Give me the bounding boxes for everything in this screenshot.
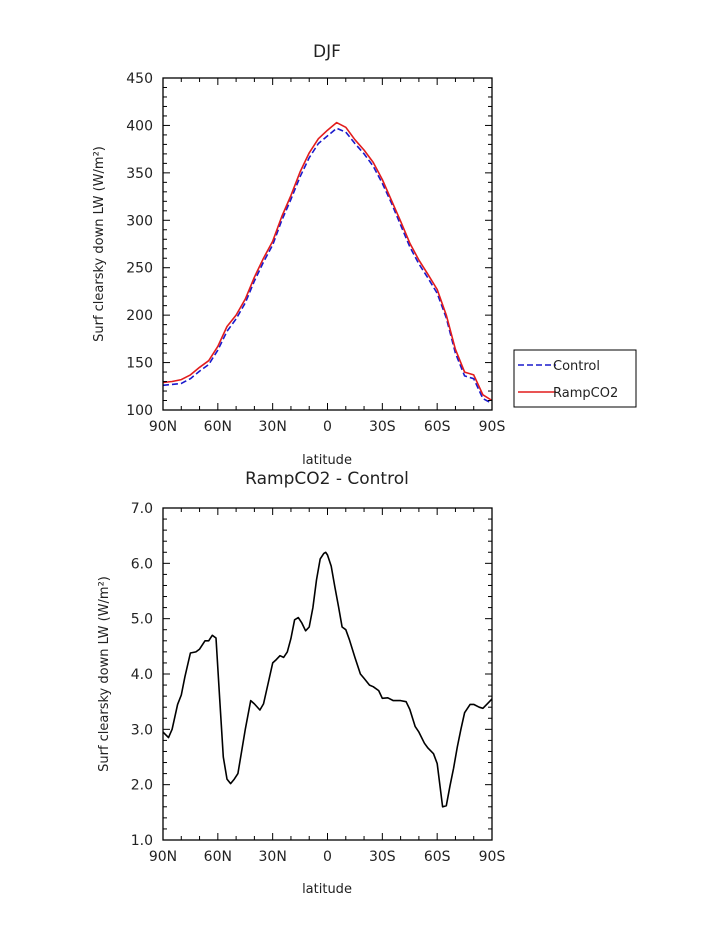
x-tick-label: 60S: [424, 849, 451, 865]
x-tick-label: 90S: [479, 849, 506, 865]
y-axis-label: Surf clearsky down LW (W/m²): [92, 146, 107, 342]
y-tick-label: 100: [126, 403, 153, 419]
x-tick-label: 60N: [204, 419, 232, 435]
axis-ticks: 90N 60N 30N 0 30S 60S 90S 100 150 200 250 300 350 400…: [126, 71, 505, 435]
y-tick-label: 7.0: [131, 501, 153, 517]
y-tick-label: 150: [126, 356, 153, 372]
y-tick-label: 300: [126, 213, 153, 229]
x-tick-label: 30S: [369, 849, 396, 865]
y-tick-label: 2.0: [131, 778, 153, 794]
axis-ticks: 90N 60N 30N 0 30S 60S 90S 1.0 2.0 3.0 4.0 5.0 6.0 7.0: [131, 501, 506, 865]
x-tick-label: 60S: [424, 419, 451, 435]
y-tick-label: 400: [126, 118, 153, 134]
y-tick-label: 6.0: [131, 556, 153, 572]
y-tick-label: 4.0: [131, 667, 153, 683]
x-tick-label: 0: [323, 849, 332, 865]
chart-title: DJF: [313, 42, 341, 62]
x-tick-label: 90N: [149, 849, 177, 865]
y-axis-label: Surf clearsky down LW (W/m²): [97, 576, 112, 772]
series-line: [162, 551, 493, 808]
y-tick-label: 3.0: [131, 722, 153, 738]
series-lines: [162, 121, 493, 405]
x-tick-label: 30N: [259, 849, 287, 865]
y-tick-label: 200: [126, 308, 153, 324]
x-tick-label: 90S: [479, 419, 506, 435]
chart-title: RampCO2 - Control: [245, 469, 409, 489]
x-tick-label: 60N: [204, 849, 232, 865]
x-axis-label: latitude: [302, 882, 352, 897]
series-line-control: [162, 127, 493, 405]
series-line-rampco2: [162, 121, 493, 402]
x-tick-label: 0: [323, 419, 332, 435]
x-tick-label: 30N: [259, 419, 287, 435]
legend-label-rampco2: RampCO2: [553, 386, 618, 401]
y-tick-label: 450: [126, 71, 153, 87]
top-chart: DJF 90N 60N 30N 0 30S 60S 90S 100 150 200 250 300 35…: [92, 42, 637, 468]
series-lines: [162, 551, 493, 808]
x-tick-label: 30S: [369, 419, 396, 435]
bottom-chart: RampCO2 - Control 90N 60N 30N 0 30S 60S 90S 1.0…: [97, 469, 505, 897]
legend-box: [513, 349, 637, 408]
legend-label-control: Control: [553, 359, 600, 374]
legend: Control RampCO2: [513, 349, 637, 408]
y-tick-label: 250: [126, 261, 153, 277]
y-tick-label: 5.0: [131, 612, 153, 628]
y-tick-label: 350: [126, 166, 153, 182]
x-axis-label: latitude: [302, 453, 352, 468]
plot-frame: [162, 507, 493, 841]
y-tick-label: 1.0: [131, 833, 153, 849]
x-tick-label: 90N: [149, 419, 177, 435]
